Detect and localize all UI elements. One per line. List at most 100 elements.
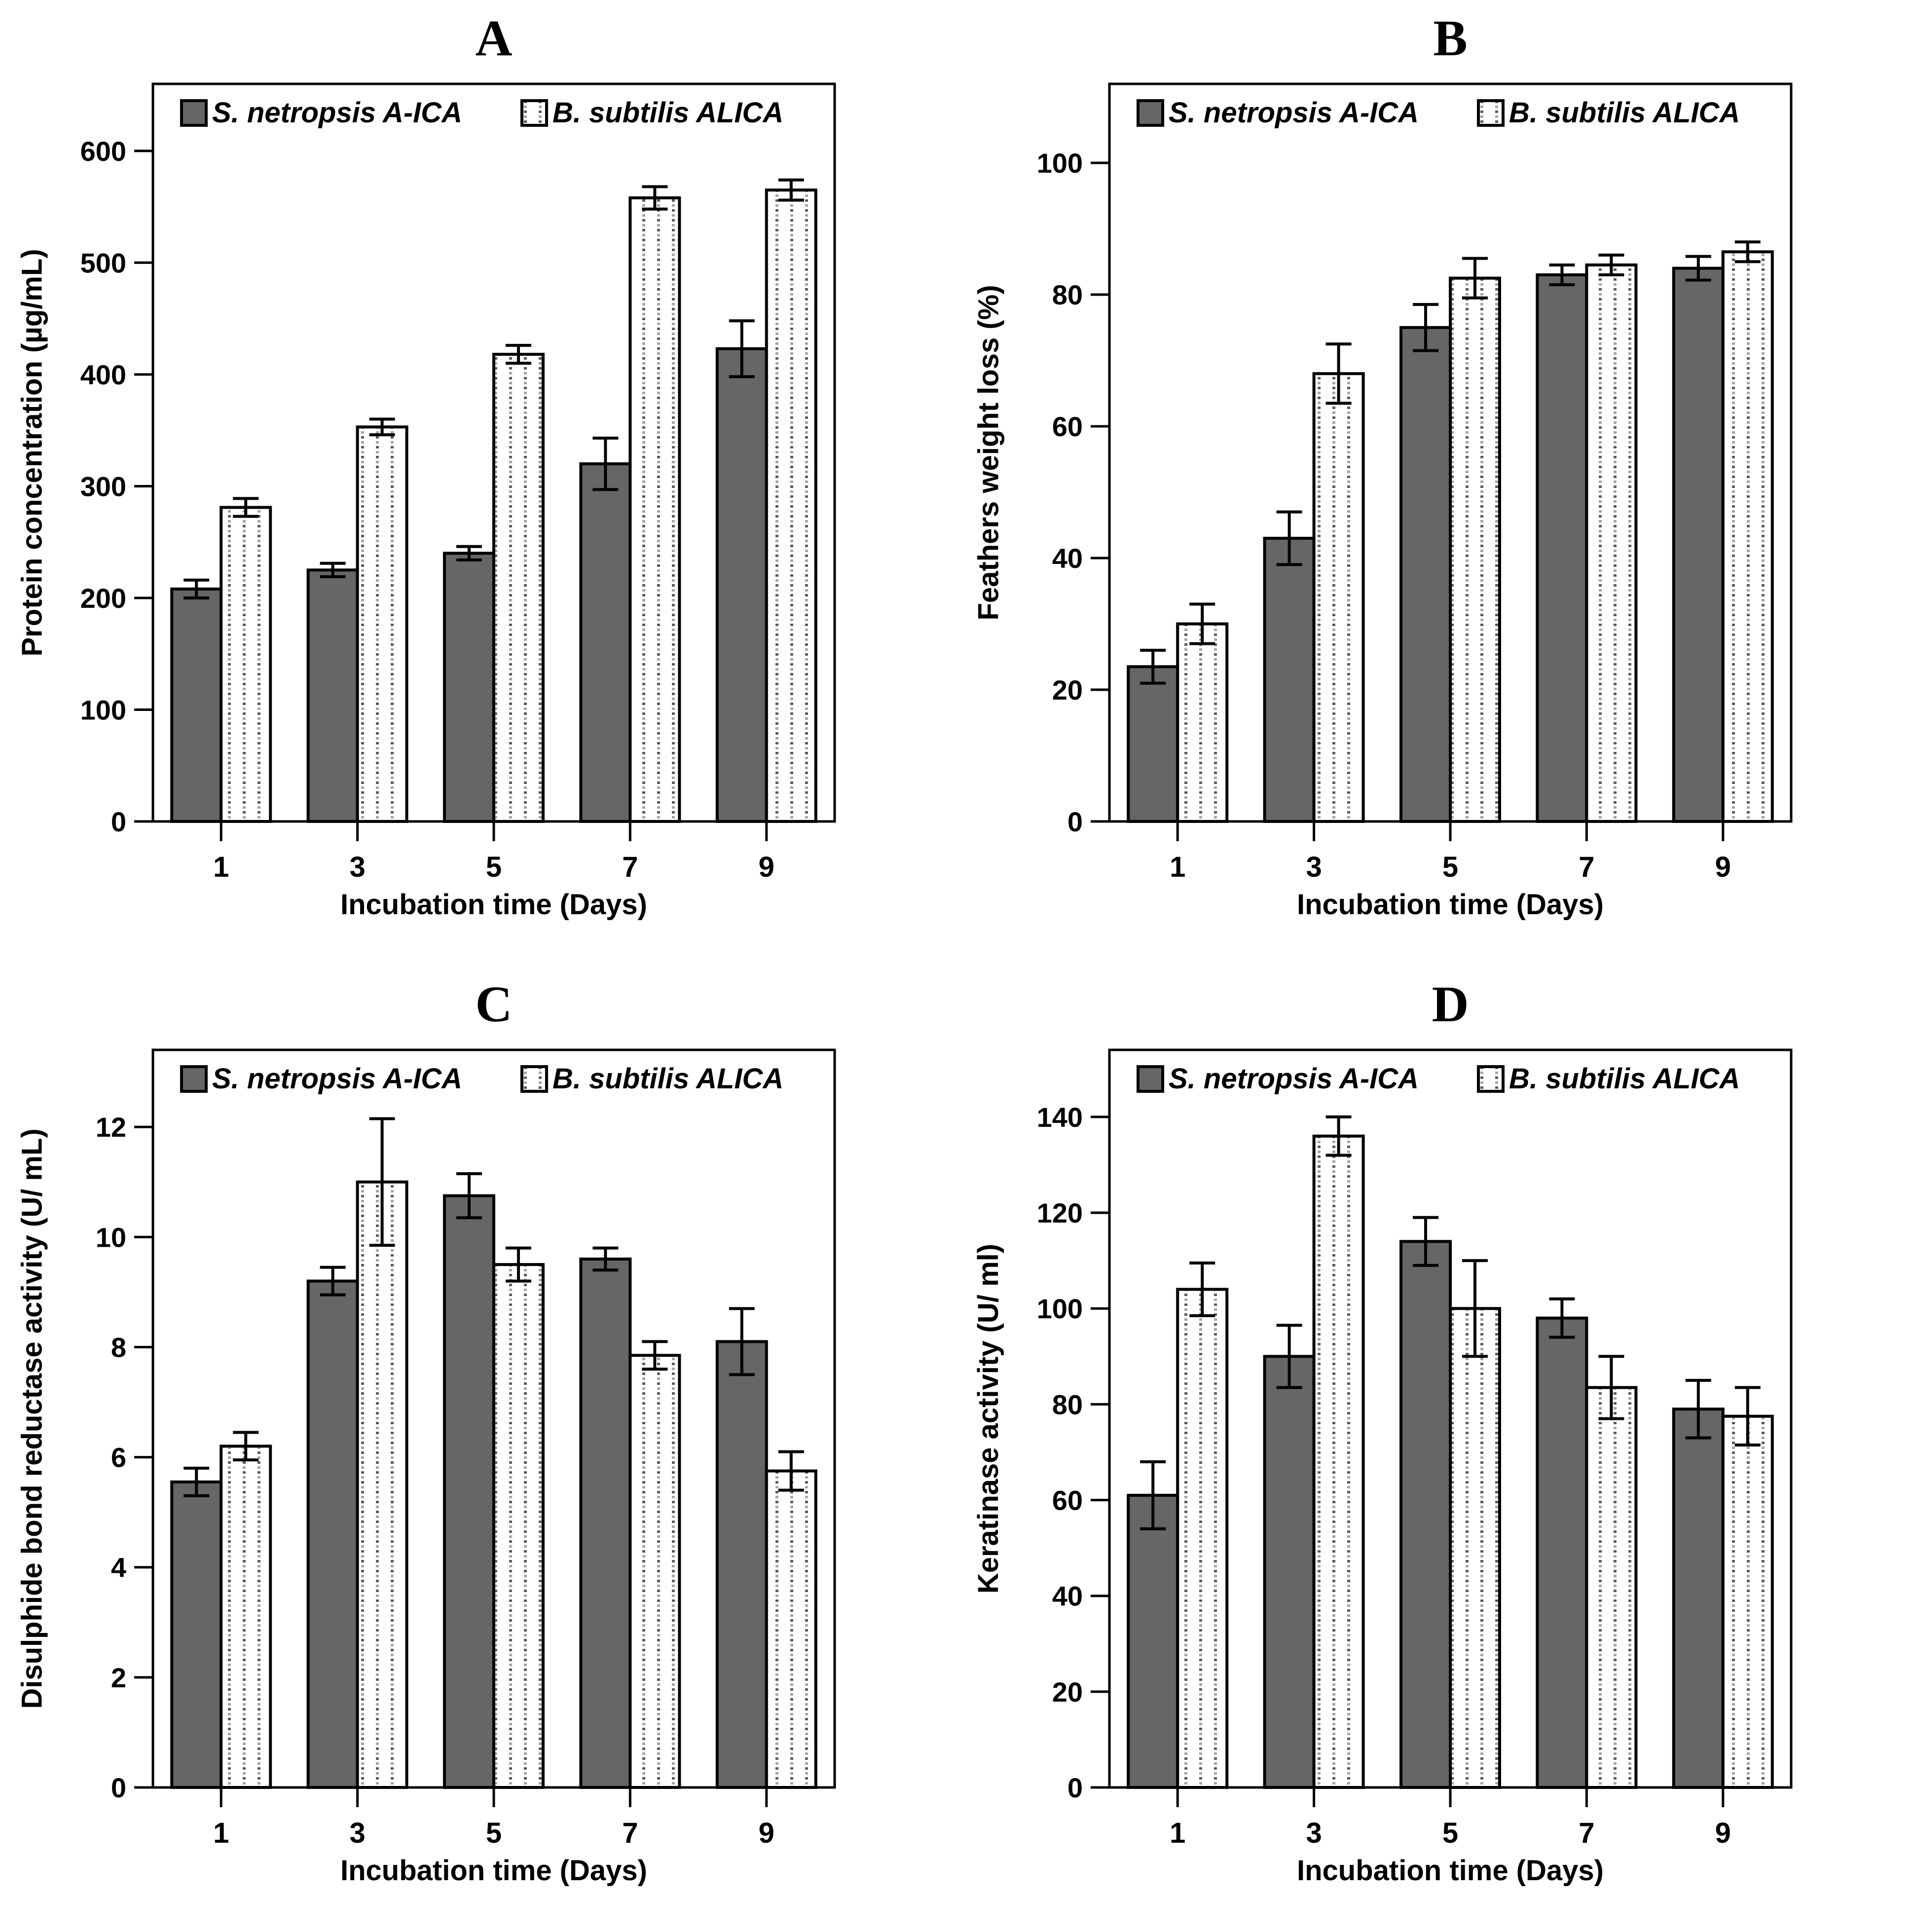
bar-s-netropsis [443, 1194, 495, 1789]
panel-b-chart: 0 20 40 60 80 100 1 3 5 7 9 S. netropsis A-ICA B. su… [1037, 82, 1793, 883]
panel-a-chart: 0 100 200 300 400 500 600 1 3 5 7 9 S. netropsis A-I… [80, 82, 836, 883]
bar-s-netropsis [306, 1279, 359, 1789]
panel-b-x-axis-label: Incubation time (Days) [1297, 889, 1604, 921]
y-tick-label: 0 [1067, 1772, 1083, 1803]
x-tick-label: 5 [1442, 851, 1458, 883]
panel-b-letter: B [1433, 10, 1468, 67]
bar-b-subtilis [765, 188, 817, 823]
panel-c: C Disulphide bond reductase activity (U/… [0, 966, 956, 1932]
y-tick-label: 500 [80, 247, 126, 278]
legend-label: B. subtilis ALICA [552, 97, 783, 129]
x-tick-label: 7 [1579, 851, 1594, 883]
legend-swatch-solid [1137, 99, 1164, 127]
bar-b-subtilis [1449, 276, 1501, 823]
bar-b-subtilis [492, 1263, 545, 1789]
x-tick-label: 7 [1579, 1817, 1594, 1849]
bar-s-netropsis [170, 587, 223, 823]
y-tick-label: 6 [111, 1442, 126, 1473]
panel-c-letter: C [475, 976, 513, 1033]
panel-a-letter: A [475, 10, 513, 67]
legend-label: S. netropsis A-ICA [1169, 97, 1419, 129]
legend-label: B. subtilis ALICA [1509, 1063, 1740, 1095]
x-tick-label: 3 [1306, 1817, 1322, 1849]
y-tick-label: 600 [80, 136, 126, 167]
y-tick-label: 12 [96, 1112, 126, 1143]
bar-b-subtilis [220, 1445, 272, 1789]
bar-b-subtilis [492, 353, 545, 823]
legend-label: B. subtilis ALICA [1509, 97, 1740, 129]
x-tick-label: 9 [1715, 851, 1731, 883]
y-tick-label: 200 [80, 583, 126, 614]
x-tick-label: 7 [622, 1817, 638, 1849]
y-tick-label: 40 [1052, 1581, 1083, 1612]
legend-label: S. netropsis A-ICA [212, 1063, 462, 1095]
x-tick-label: 1 [1170, 851, 1185, 883]
y-tick-label: 100 [80, 694, 126, 725]
x-tick-label: 5 [486, 1817, 502, 1849]
bar-b-subtilis [1312, 1134, 1365, 1789]
y-tick-label: 140 [1037, 1102, 1083, 1133]
y-tick-label: 60 [1052, 1485, 1083, 1516]
x-tick-label: 1 [1170, 1817, 1185, 1849]
bar-b-subtilis [1176, 1288, 1229, 1789]
legend-swatch-solid [180, 1065, 208, 1093]
bar-b-subtilis [1585, 263, 1638, 823]
x-tick-label: 9 [759, 851, 774, 883]
bar-s-netropsis [715, 1340, 768, 1789]
y-tick-label: 100 [1037, 1293, 1083, 1324]
bar-b-subtilis [765, 1469, 817, 1789]
y-tick-label: 0 [111, 806, 126, 837]
x-tick-label: 3 [1306, 851, 1322, 883]
bar-s-netropsis [443, 552, 495, 823]
bar-b-subtilis [356, 425, 408, 823]
legend-swatch-dotted [1477, 1065, 1505, 1093]
bar-b-subtilis [1721, 1414, 1774, 1789]
x-tick-label: 9 [1715, 1817, 1731, 1849]
y-tick-label: 20 [1052, 1676, 1083, 1708]
legend-swatch-solid [180, 99, 208, 127]
y-tick-label: 2 [111, 1662, 126, 1693]
bar-s-netropsis [1399, 1240, 1452, 1789]
bar-s-netropsis [1536, 1316, 1588, 1789]
bar-b-subtilis [628, 196, 681, 823]
bar-s-netropsis [1127, 665, 1179, 823]
y-tick-label: 100 [1037, 148, 1083, 179]
panel-c-chart: 0 2 4 6 8 10 12 1 3 5 7 9 S. netropsis A-ICA B. subti… [96, 1048, 836, 1849]
bar-s-netropsis [579, 462, 632, 823]
legend-swatch-solid [1137, 1065, 1164, 1093]
x-tick-label: 5 [486, 851, 502, 883]
bar-s-netropsis [1399, 326, 1452, 823]
x-tick-label: 5 [1442, 1817, 1458, 1849]
panel-d-chart: 0 20 40 60 80 100 120 140 1 3 5 7 9 S. netropsis A-IC… [1037, 1048, 1793, 1849]
bar-b-subtilis [220, 506, 272, 823]
panel-d-letter: D [1432, 976, 1469, 1033]
x-tick-label: 1 [213, 851, 229, 883]
y-tick-label: 4 [111, 1552, 126, 1583]
bar-s-netropsis [1127, 1493, 1179, 1789]
x-tick-label: 9 [759, 1817, 774, 1849]
legend-label: S. netropsis A-ICA [1169, 1063, 1419, 1095]
y-tick-label: 20 [1052, 674, 1083, 706]
bar-b-subtilis [1176, 622, 1229, 823]
x-tick-label: 7 [622, 851, 638, 883]
legend-swatch-dotted [520, 99, 548, 127]
y-tick-label: 10 [96, 1222, 126, 1253]
bar-b-subtilis [1312, 372, 1365, 823]
x-tick-label: 3 [349, 851, 365, 883]
bar-b-subtilis [1721, 250, 1774, 823]
panel-c-x-axis-label: Incubation time (Days) [340, 1855, 647, 1887]
bar-s-netropsis [1263, 537, 1316, 823]
legend-label: S. netropsis A-ICA [212, 97, 462, 129]
y-tick-label: 0 [111, 1772, 126, 1803]
bar-s-netropsis [306, 568, 359, 823]
y-tick-label: 400 [80, 359, 126, 390]
panel-d: D Keratinase activity (U/ ml) 0 20 40 60 80 1… [956, 966, 1913, 1932]
bar-b-subtilis [628, 1354, 681, 1789]
bar-b-subtilis [356, 1180, 408, 1789]
y-tick-label: 80 [1052, 279, 1083, 310]
bar-b-subtilis [1449, 1307, 1501, 1789]
x-tick-label: 3 [349, 1817, 365, 1849]
y-tick-label: 0 [1067, 806, 1083, 837]
bar-s-netropsis [1536, 273, 1588, 823]
